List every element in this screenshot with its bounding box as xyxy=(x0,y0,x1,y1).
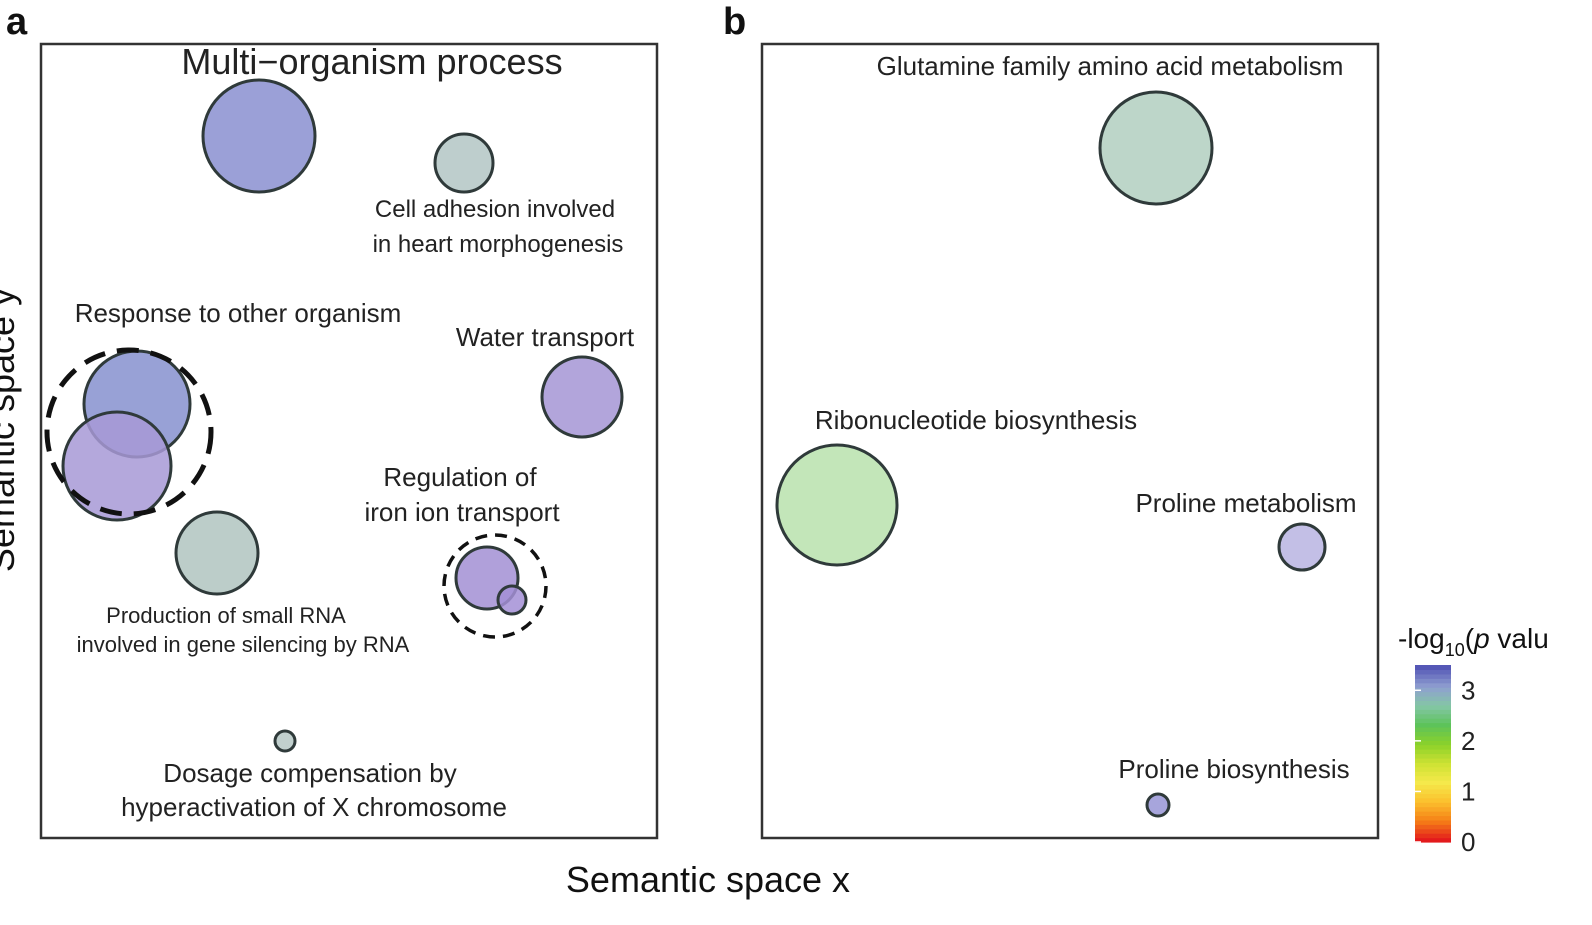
bubble-point xyxy=(1098,90,1214,206)
bubble-point xyxy=(201,78,317,194)
panel-b-letter: b xyxy=(723,1,746,43)
bubble-point xyxy=(1277,522,1327,572)
bubble-label: Ribonucleotide biosynthesis xyxy=(815,405,1137,435)
colorbar-tick-label: 2 xyxy=(1461,726,1475,756)
colorbar-title-sub: 10 xyxy=(1445,640,1465,660)
colorbar-segment xyxy=(1415,673,1451,679)
colorbar-segment xyxy=(1415,784,1451,790)
panel-a-frame xyxy=(39,42,659,840)
colorbar-tick-label: 3 xyxy=(1461,675,1475,705)
panel-b-frame xyxy=(760,42,1380,840)
bubble-label: Response to other organism xyxy=(75,298,402,328)
colorbar-segment xyxy=(1415,709,1451,715)
bubble-label: involved in gene silencing by RNA xyxy=(77,632,410,657)
colorbar-segment xyxy=(1415,771,1451,777)
colorbar-segment xyxy=(1415,669,1451,675)
bubble-point xyxy=(540,355,624,439)
bubble-point xyxy=(61,410,173,522)
colorbar-segment xyxy=(1415,735,1451,741)
bubble-label: in heart morphogenesis xyxy=(373,231,624,258)
colorbar-segment xyxy=(1415,766,1451,772)
bubble-label: Cell adhesion involved xyxy=(375,196,615,223)
colorbar-segment xyxy=(1415,713,1451,719)
bubble-label: Dosage compensation by xyxy=(163,758,456,788)
bubble-point xyxy=(775,443,899,567)
colorbar-segment xyxy=(1415,815,1451,821)
x-axis-title: Semantic space x xyxy=(566,859,850,900)
bubble-label: Proline biosynthesis xyxy=(1118,754,1349,784)
bubble-label: Glutamine family amino acid metabolism xyxy=(877,51,1344,81)
colorbar-segment xyxy=(1415,744,1451,750)
colorbar-segment xyxy=(1415,678,1451,684)
colorbar-segment xyxy=(1415,762,1451,768)
colorbar-segment xyxy=(1415,833,1451,839)
colorbar-tick-label: 1 xyxy=(1461,776,1475,806)
bubble-point xyxy=(433,132,495,194)
colorbar-segment xyxy=(1415,687,1451,693)
panel-b-plot: Glutamine family amino acid metabolism Ri… xyxy=(775,51,1357,818)
colorbar-segment xyxy=(1415,695,1451,701)
bubble-point xyxy=(496,584,528,616)
colorbar-segment xyxy=(1415,722,1451,728)
colorbar-tick-label: 0 xyxy=(1461,827,1475,857)
colorbar-segment xyxy=(1415,718,1451,724)
colorbar-title-paren: ( xyxy=(1465,623,1475,654)
colorbar-segment xyxy=(1415,802,1451,808)
colorbar-segment xyxy=(1415,793,1451,799)
colorbar-segment xyxy=(1415,780,1451,786)
colorbar-segment xyxy=(1415,837,1451,843)
bubble-label: Multi−organism process xyxy=(181,41,562,82)
colorbar-title-italic: p xyxy=(1473,623,1490,654)
colorbar-segment xyxy=(1415,682,1451,688)
cluster-outline xyxy=(44,347,214,517)
colorbar-segment xyxy=(1415,726,1451,732)
colorbar-segment xyxy=(1415,753,1451,759)
colorbar-segment xyxy=(1415,757,1451,763)
panel-a-letter: a xyxy=(6,1,28,43)
bubble-point xyxy=(1145,792,1171,818)
colorbar-segment xyxy=(1415,749,1451,755)
colorbar-segment xyxy=(1415,806,1451,812)
bubble-label: hyperactivation of X chromosome xyxy=(121,792,507,822)
bubble-point xyxy=(273,729,297,753)
bubble-label: Proline metabolism xyxy=(1135,488,1356,518)
colorbar-segment xyxy=(1415,824,1451,830)
bubble-label: Regulation of xyxy=(383,462,537,492)
colorbar-title-suffix: valu xyxy=(1490,623,1549,654)
colorbar-segment xyxy=(1415,704,1451,710)
colorbar-segment xyxy=(1415,740,1451,746)
colorbar-segment xyxy=(1415,731,1451,737)
colorbar-segment xyxy=(1415,811,1451,817)
bubble-point xyxy=(174,510,260,596)
bubble-label: Production of small RNA xyxy=(106,603,346,628)
colorbar-segment xyxy=(1415,797,1451,803)
y-axis-title: Semantic space y xyxy=(0,288,22,572)
colorbar-segment xyxy=(1415,665,1451,671)
colorbar-segment xyxy=(1415,788,1451,794)
cluster-outline xyxy=(442,533,548,639)
colorbar-title-prefix: -log xyxy=(1398,623,1445,654)
colorbar-segment xyxy=(1415,691,1451,697)
colorbar: 3 2 1 0 xyxy=(1415,665,1475,857)
colorbar-title: -log10(p valu xyxy=(1398,623,1549,660)
colorbar-segment xyxy=(1415,700,1451,706)
colorbar-segment xyxy=(1415,819,1451,825)
panel-a-plot: Multi−organism process Cell adhesion invo… xyxy=(44,41,635,822)
colorbar-segment xyxy=(1415,828,1451,834)
bubble-label: Water transport xyxy=(456,322,635,352)
colorbar-segment xyxy=(1415,775,1451,781)
bubble-label: iron ion transport xyxy=(364,497,560,527)
